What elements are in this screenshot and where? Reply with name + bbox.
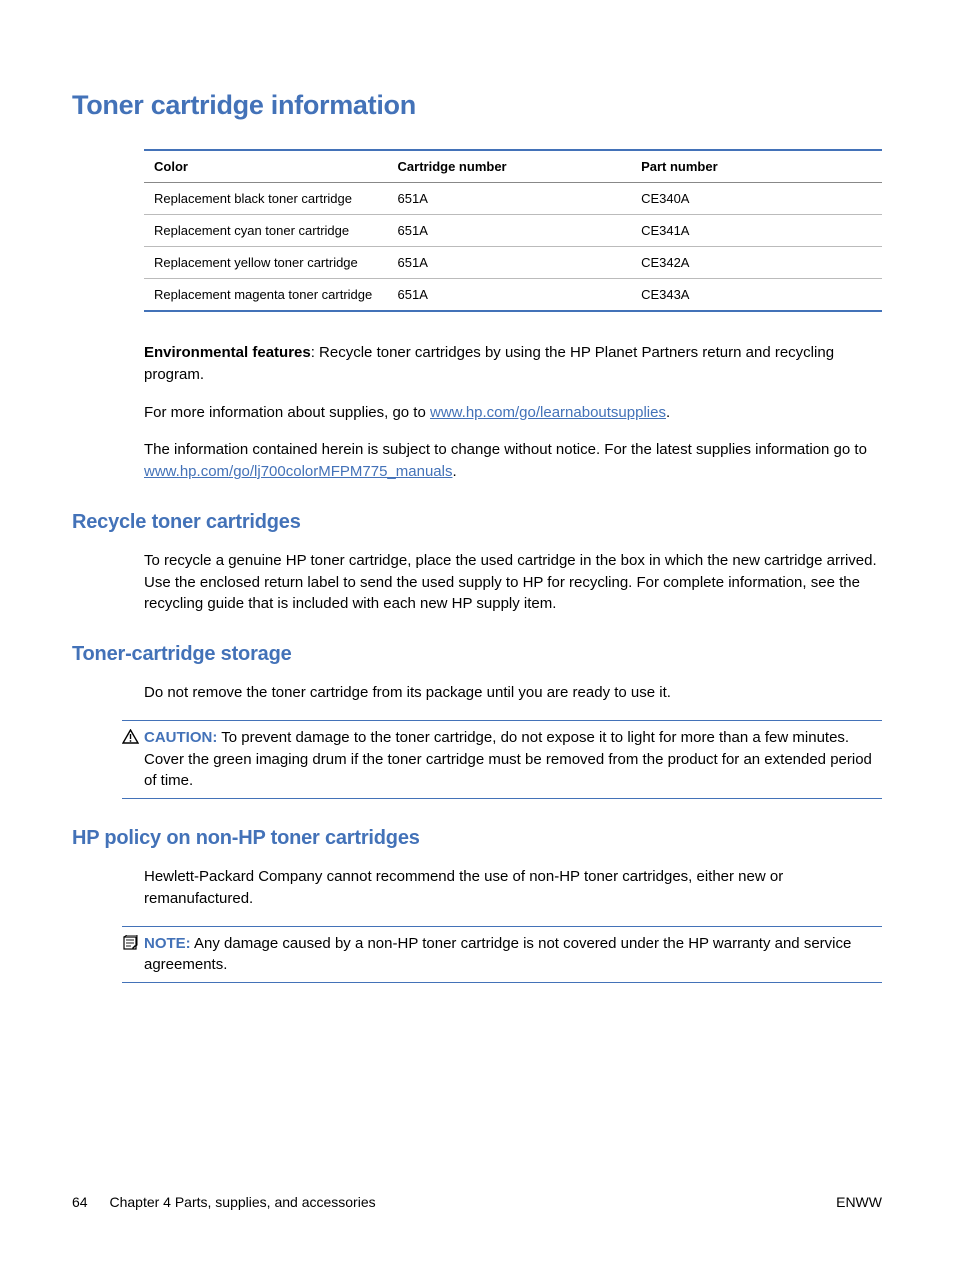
cell-color: Replacement black toner cartridge xyxy=(144,183,388,215)
table-row: Replacement black toner cartridge 651A C… xyxy=(144,183,882,215)
supplies-link[interactable]: www.hp.com/go/learnaboutsupplies xyxy=(430,404,666,421)
cell-color: Replacement yellow toner cartridge xyxy=(144,247,388,279)
chapter-label: Chapter 4 Parts, supplies, and accessori… xyxy=(109,1194,375,1210)
table-row: Replacement yellow toner cartridge 651A … xyxy=(144,247,882,279)
env-features-label: Environmental features xyxy=(144,344,311,361)
table-row: Replacement cyan toner cartridge 651A CE… xyxy=(144,215,882,247)
cell-color: Replacement cyan toner cartridge xyxy=(144,215,388,247)
policy-heading: HP policy on non-HP toner cartridges xyxy=(72,827,882,850)
cell-part: CE343A xyxy=(631,279,882,312)
note-icon xyxy=(122,933,144,958)
policy-text: Hewlett-Packard Company cannot recommend… xyxy=(144,866,882,910)
note-label: NOTE: xyxy=(144,935,191,952)
col-header-part: Part number xyxy=(631,150,882,183)
cell-cartridge: 651A xyxy=(388,183,632,215)
recycle-text: To recycle a genuine HP toner cartridge,… xyxy=(144,550,882,615)
supplies-suffix: . xyxy=(666,404,670,421)
caution-icon xyxy=(122,727,144,751)
supplies-prefix: For more information about supplies, go … xyxy=(144,404,430,421)
cell-cartridge: 651A xyxy=(388,215,632,247)
manuals-paragraph: The information contained herein is subj… xyxy=(144,439,882,483)
page-number: 64 xyxy=(72,1194,88,1210)
cell-part: CE341A xyxy=(631,215,882,247)
table-header-row: Color Cartridge number Part number xyxy=(144,150,882,183)
cell-cartridge: 651A xyxy=(388,279,632,312)
cartridge-table-block: Color Cartridge number Part number Repla… xyxy=(144,149,882,483)
caution-text: To prevent damage to the toner cartridge… xyxy=(144,729,872,790)
storage-heading: Toner-cartridge storage xyxy=(72,643,882,666)
page-title: Toner cartridge information xyxy=(72,90,882,121)
cartridge-table: Color Cartridge number Part number Repla… xyxy=(144,149,882,312)
recycle-heading: Recycle toner cartridges xyxy=(72,511,882,534)
note-text: Any damage caused by a non-HP toner cart… xyxy=(144,935,851,974)
env-features-paragraph: Environmental features: Recycle toner ca… xyxy=(144,342,882,386)
page-footer: 64 Chapter 4 Parts, supplies, and access… xyxy=(72,1194,882,1210)
footer-right: ENWW xyxy=(836,1194,882,1210)
note-callout: NOTE: Any damage caused by a non-HP tone… xyxy=(122,926,882,984)
manuals-prefix: The information contained herein is subj… xyxy=(144,441,867,458)
footer-left: 64 Chapter 4 Parts, supplies, and access… xyxy=(72,1194,376,1210)
manuals-link[interactable]: www.hp.com/go/lj700colorMFPM775_manuals xyxy=(144,463,452,480)
manuals-suffix: . xyxy=(452,463,456,480)
caution-callout: CAUTION: To prevent damage to the toner … xyxy=(122,720,882,799)
supplies-paragraph: For more information about supplies, go … xyxy=(144,402,882,424)
cell-cartridge: 651A xyxy=(388,247,632,279)
cell-part: CE342A xyxy=(631,247,882,279)
cell-color: Replacement magenta toner cartridge xyxy=(144,279,388,312)
cell-part: CE340A xyxy=(631,183,882,215)
col-header-cartridge: Cartridge number xyxy=(388,150,632,183)
col-header-color: Color xyxy=(144,150,388,183)
table-row: Replacement magenta toner cartridge 651A… xyxy=(144,279,882,312)
storage-text: Do not remove the toner cartridge from i… xyxy=(144,682,882,704)
caution-label: CAUTION: xyxy=(144,729,217,746)
